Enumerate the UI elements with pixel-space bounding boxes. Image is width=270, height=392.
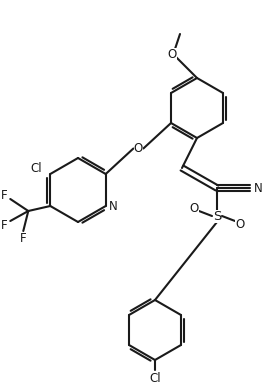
Text: N: N [109, 200, 118, 212]
Text: F: F [1, 218, 8, 232]
Text: Cl: Cl [31, 162, 42, 174]
Text: F: F [20, 232, 27, 245]
Text: F: F [1, 189, 8, 201]
Text: O: O [235, 218, 245, 230]
Text: O: O [167, 47, 177, 60]
Text: Cl: Cl [149, 372, 161, 385]
Text: N: N [254, 181, 262, 194]
Text: S: S [213, 209, 221, 223]
Text: O: O [134, 142, 143, 155]
Text: O: O [189, 201, 199, 214]
